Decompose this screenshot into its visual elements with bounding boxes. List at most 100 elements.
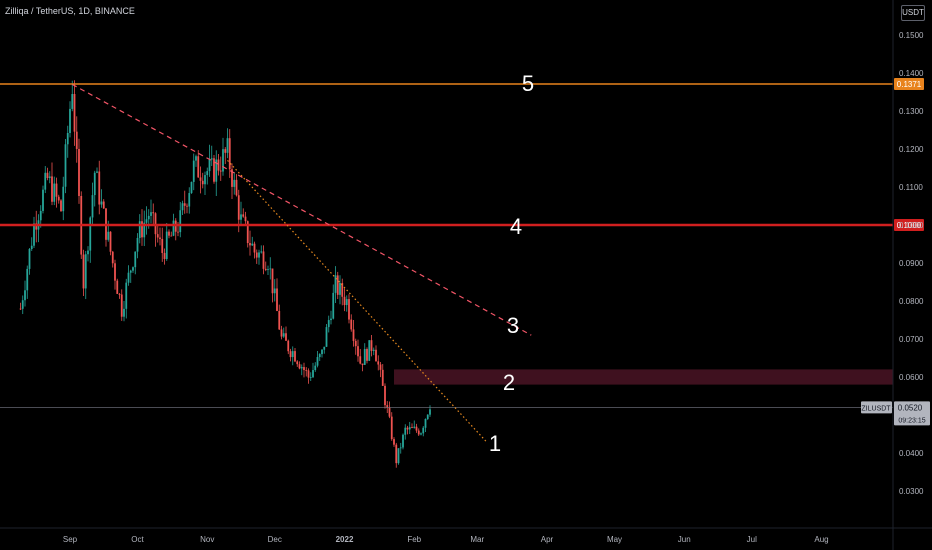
price-axis: 0.0300 0.0400 0.0500 0.0600 0.0700 0.0800 0.09…	[892, 0, 924, 550]
candle-body	[100, 201, 103, 205]
candle-body	[339, 282, 341, 295]
candle-body	[402, 434, 404, 448]
candle-body	[48, 176, 51, 178]
candle-body	[408, 427, 411, 430]
candle-body	[397, 448, 400, 464]
candle-body	[19, 308, 22, 310]
candle-body	[168, 231, 170, 236]
candle-body	[422, 427, 425, 434]
candle-body	[294, 351, 296, 362]
candle-body	[179, 210, 182, 233]
candle-body	[377, 361, 380, 365]
annotation-number: 4	[510, 214, 522, 239]
x-tick-label: Sep	[63, 535, 78, 544]
x-tick-label: Feb	[407, 535, 421, 544]
x-tick-label: Apr	[541, 535, 554, 544]
candle-body	[183, 203, 186, 206]
candle-body	[30, 245, 33, 249]
candle-body	[273, 288, 276, 294]
candle-body	[82, 254, 85, 289]
candle-body	[123, 308, 125, 317]
candle-body	[116, 280, 119, 294]
candle-body	[78, 148, 80, 196]
current-price-label: 0.0520	[898, 403, 923, 412]
currency-unit-button[interactable]: USDT	[901, 5, 925, 21]
y-tick-label: 0.0900	[899, 259, 924, 268]
y-tick-label: 0.1000	[899, 221, 924, 230]
candle-body	[242, 214, 245, 217]
candle-body	[413, 426, 416, 428]
candle-body	[60, 200, 62, 212]
candle-body	[177, 231, 179, 233]
candle-body	[210, 158, 213, 160]
y-tick-label: 0.0600	[899, 373, 924, 382]
candle-body	[280, 329, 283, 337]
x-tick-label: Dec	[268, 535, 282, 544]
candle-body	[114, 263, 116, 281]
candle-body	[384, 385, 386, 406]
candle-body	[44, 172, 47, 190]
annotation-number: 5	[522, 71, 534, 96]
candle-body	[156, 234, 159, 238]
candle-body	[147, 215, 150, 220]
candle-body	[395, 444, 398, 464]
candle-body	[134, 251, 137, 268]
symbol-tag	[861, 401, 892, 414]
y-tick-label: 0.0300	[899, 487, 924, 496]
current-price-tag	[894, 401, 930, 426]
level-price-label: 0.1000	[897, 221, 922, 230]
candle-body	[186, 205, 188, 207]
candle-body	[262, 251, 265, 269]
candle-body	[24, 290, 26, 301]
y-tick-label: 0.1500	[899, 31, 924, 40]
candle-body	[152, 212, 155, 214]
candle-body	[150, 212, 152, 216]
candle-body	[282, 333, 285, 337]
candle-body	[28, 248, 31, 269]
candle-body	[327, 320, 330, 328]
candle-body	[154, 213, 157, 235]
candle-body	[69, 108, 71, 133]
y-tick-label: 0.0800	[899, 297, 924, 306]
candle-body	[321, 349, 323, 355]
candle-body	[390, 416, 393, 440]
candle-body	[201, 180, 204, 185]
y-tick-label: 0.0500	[899, 411, 924, 420]
candle-body	[89, 217, 92, 251]
candle-body	[417, 430, 420, 435]
candle-body	[233, 179, 236, 187]
levels: 0.1371 0.1000 ZILUSDT 0.0520 09:23:15	[0, 78, 930, 426]
candle-body	[51, 176, 53, 202]
candle-body	[165, 231, 168, 260]
candle-body	[287, 340, 290, 352]
candle-body	[159, 237, 161, 239]
candle-body	[240, 214, 242, 220]
candle-body	[260, 251, 263, 253]
candle-body	[348, 299, 350, 320]
x-tick-label: Nov	[200, 535, 214, 544]
x-tick-label: May	[607, 535, 622, 544]
candle-body	[57, 196, 60, 201]
candle-body	[96, 171, 98, 173]
supply-zone	[394, 369, 893, 385]
y-tick-label: 0.0400	[899, 449, 924, 458]
level-price-tag	[894, 219, 924, 231]
candle-body	[215, 159, 218, 182]
candle-body	[289, 351, 292, 358]
y-tick-label: 0.1100	[899, 183, 923, 192]
candle-body	[226, 138, 229, 153]
candle-body	[341, 282, 344, 297]
candle-body	[388, 407, 391, 417]
candle-body	[253, 243, 256, 253]
candle-body	[138, 221, 141, 238]
x-tick-label: Aug	[814, 535, 828, 544]
time-axis: Sep Oct Nov Dec 2022 Feb Mar Apr May Jun Jul Aug	[0, 527, 932, 544]
candle-body	[64, 144, 67, 187]
candle-body	[125, 282, 128, 309]
candle-body	[55, 183, 58, 197]
candle-body	[190, 181, 193, 194]
candle-body	[368, 340, 371, 361]
candle-body	[170, 235, 173, 237]
candle-body	[305, 370, 308, 371]
